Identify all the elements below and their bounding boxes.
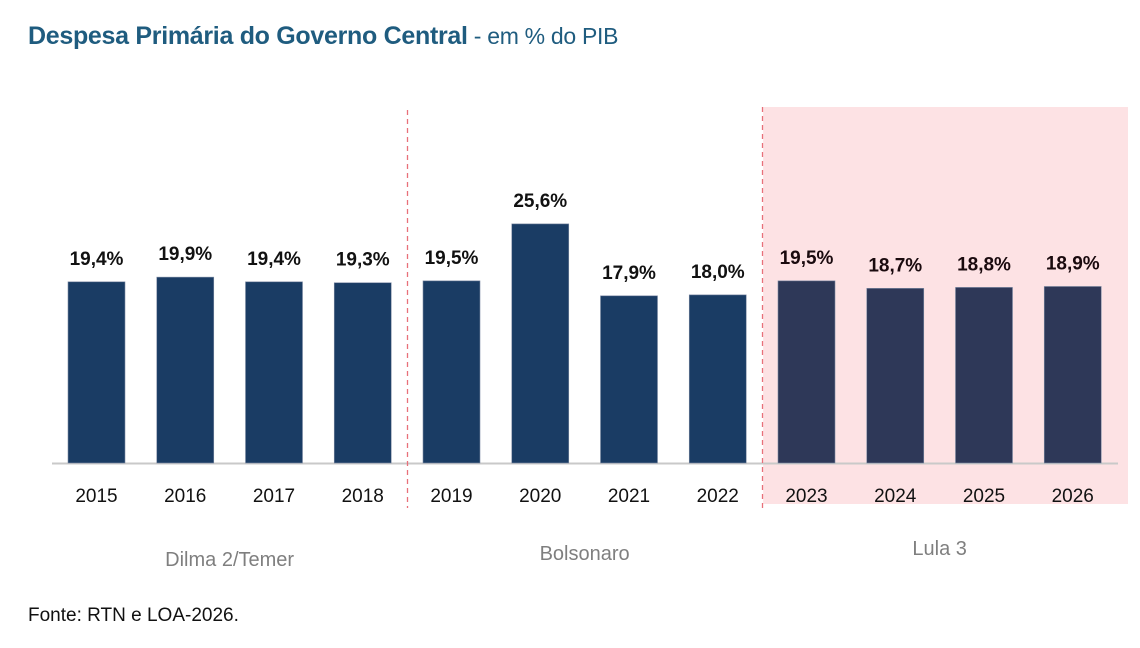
data-label-2020: 25,6%: [513, 191, 567, 212]
bar-2020: [511, 223, 570, 464]
group-label: Dilma 2/Temer: [165, 549, 294, 571]
x-tick-label-2018: 2018: [342, 486, 384, 507]
x-tick-label-2020: 2020: [519, 486, 561, 507]
x-tick-label-2023: 2023: [785, 486, 827, 507]
chart-title-sub: - em % do PIB: [467, 23, 619, 49]
data-label-2018: 19,3%: [336, 250, 390, 271]
x-tick-label-2016: 2016: [164, 486, 206, 507]
bar-2025: [955, 287, 1013, 464]
bar-2015: [67, 281, 126, 464]
bar-2023: [777, 280, 836, 464]
bar-2026: [1043, 286, 1102, 464]
data-label-2026: 18,9%: [1046, 253, 1100, 274]
data-label-2017: 19,4%: [247, 249, 301, 270]
chart-title-main: Despesa Primária do Governo Central: [28, 22, 468, 50]
bar-2017: [245, 281, 303, 464]
x-tick-label-2022: 2022: [697, 486, 739, 507]
bar-2024: [866, 288, 925, 464]
chart-title: Despesa Primária do Governo Central - em…: [28, 22, 618, 51]
data-label-2016: 19,9%: [158, 244, 212, 265]
x-tick-label-2024: 2024: [874, 486, 917, 507]
group-label: Bolsonaro: [540, 543, 630, 565]
data-label-2019: 19,5%: [425, 248, 479, 269]
x-tick-label-2015: 2015: [75, 486, 117, 507]
x-tick-label-2025: 2025: [963, 486, 1005, 507]
data-label-2023: 19,5%: [780, 248, 834, 269]
data-label-2024: 18,7%: [868, 255, 922, 276]
data-label-2021: 17,9%: [602, 263, 656, 284]
x-tick-label-2017: 2017: [253, 486, 295, 507]
source-note: Fonte: RTN e LOA-2026.: [28, 605, 239, 626]
x-tick-label-2026: 2026: [1052, 486, 1094, 507]
bar-2019: [422, 280, 481, 464]
data-label-2025: 18,8%: [957, 254, 1011, 275]
bar-2022: [688, 294, 747, 464]
bar-2021: [600, 295, 658, 464]
data-label-2015: 19,4%: [70, 249, 124, 270]
group-label: Lula 3: [912, 538, 967, 560]
bar-2016: [156, 276, 215, 464]
x-tick-label-2019: 2019: [430, 486, 472, 507]
data-label-2022: 18,0%: [691, 262, 745, 283]
x-tick-label-2021: 2021: [608, 486, 650, 507]
bar-2018: [333, 282, 392, 464]
